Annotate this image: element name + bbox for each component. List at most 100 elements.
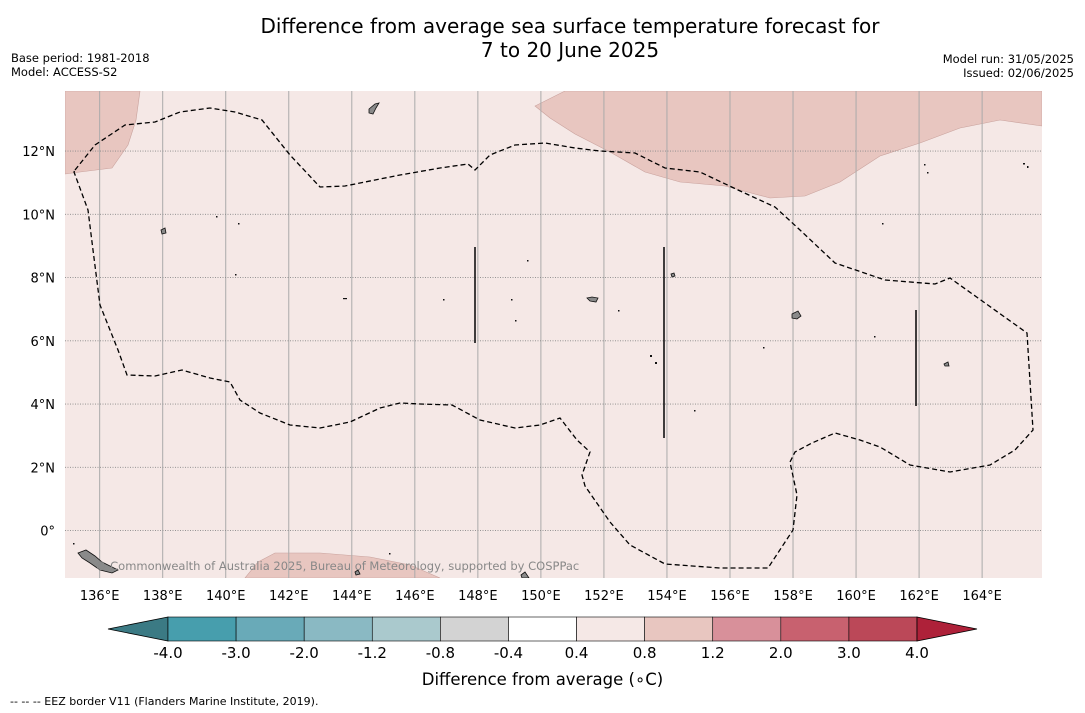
longitude-axis-labels: 136°E 138°E 140°E 142°E 144°E 146°E 148°E 150°E… [80, 589, 1002, 604]
islet [882, 223, 884, 225]
warm-anomaly-region-northwest [65, 91, 141, 175]
colorbar-swatch [303, 616, 373, 642]
colorbar-swatch [371, 616, 441, 642]
colorbar [107, 616, 978, 642]
latitude-label: 4°N [31, 398, 56, 413]
islet [235, 274, 237, 276]
colorbar-swatch [440, 616, 509, 642]
run-info: Model run: 31/05/2025 Issued: 02/06/2025 [943, 52, 1074, 80]
islet [511, 299, 513, 301]
colorbar-tick-label: 3.0 [837, 644, 861, 662]
islet [650, 355, 652, 357]
warm-anomaly-region-northeast [534, 91, 1042, 199]
longitude-label: 152°E [584, 589, 624, 604]
longitude-label: 156°E [710, 589, 750, 604]
latitude-grid [65, 150, 1042, 531]
base-period: Base period: 1981-2018 [11, 51, 150, 65]
latitude-label: 8°N [31, 272, 56, 287]
latitude-label: 0° [40, 525, 55, 540]
longitude-label: 160°E [836, 589, 876, 604]
islet [655, 362, 657, 364]
islet [343, 298, 347, 300]
islet [238, 223, 240, 225]
longitude-label: 158°E [773, 589, 813, 604]
longitude-label: 150°E [521, 589, 561, 604]
longitude-label: 164°E [962, 589, 1002, 604]
colorbar-tick-label: -4.0 [153, 644, 182, 662]
island [354, 569, 361, 576]
islet [924, 164, 926, 166]
longitude-label: 140°E [206, 589, 246, 604]
islet [618, 310, 620, 312]
longitude-label: 154°E [647, 589, 687, 604]
longitude-label: 136°E [80, 589, 120, 604]
eez-footnote: -- -- -- EEZ border V11 (Flanders Marine… [10, 695, 319, 708]
islet [527, 260, 529, 262]
colorbar-tick-label: 2.0 [769, 644, 793, 662]
island [368, 102, 380, 115]
longitude-label: 146°E [395, 589, 435, 604]
colorbar-tick-label: -2.0 [290, 644, 319, 662]
chart-title: Difference from average sea surface temp… [0, 14, 1085, 62]
island [77, 549, 119, 574]
latitude-label: 6°N [31, 335, 56, 350]
longitude-label: 148°E [458, 589, 498, 604]
model-info: Base period: 1981-2018 Model: ACCESS-S2 [11, 51, 150, 79]
colorbar-tick-label: -3.0 [221, 644, 250, 662]
colorbar-swatch [167, 616, 237, 642]
colorbar-swatch [644, 616, 714, 642]
colorbar-tick-label: 0.8 [633, 644, 657, 662]
islet [515, 320, 517, 322]
islet [389, 553, 391, 555]
colorbar-swatch [576, 616, 645, 642]
colorbar-swatch [780, 616, 850, 642]
latitude-label: 10°N [22, 208, 55, 223]
islet [443, 299, 445, 301]
island [586, 296, 599, 303]
islet [73, 543, 75, 545]
colorbar-title: Difference from average (∘C) [0, 670, 1085, 689]
title-line-2: 7 to 20 June 2025 [480, 38, 660, 62]
colorbar-swatch [712, 616, 782, 642]
issued-date: Issued: 02/06/2025 [963, 66, 1074, 80]
colorbar-swatch [848, 616, 918, 642]
longitude-label: 138°E [143, 589, 183, 604]
warm-anomaly-region-south [244, 552, 441, 578]
longitude-label: 144°E [332, 589, 372, 604]
islet [927, 172, 929, 174]
islet [874, 336, 876, 338]
colorbar-swatch [508, 616, 577, 642]
colorbar-extend-high [916, 616, 978, 642]
islands [77, 102, 950, 578]
latitude-label: 12°N [22, 145, 55, 160]
colorbar-tick-label: 0.4 [565, 644, 589, 662]
small-islets [73, 163, 1029, 555]
colorbar-tick-label: 1.2 [701, 644, 725, 662]
longitude-label: 162°E [899, 589, 939, 604]
islet [694, 410, 696, 412]
islet [1023, 163, 1025, 165]
islet [1027, 166, 1029, 168]
island [520, 571, 530, 578]
island [943, 361, 950, 367]
longitude-grid [99, 91, 983, 578]
title-line-1: Difference from average sea surface temp… [260, 14, 880, 38]
colorbar-tick-label: -1.2 [358, 644, 387, 662]
colorbar-title-unit: ∘C) [634, 670, 664, 689]
colorbar-tick-labels: -4.0 -3.0 -2.0 -1.2 -0.8 -0.4 0.4 0.8 1.2 2.0 3.0 4… [153, 644, 929, 662]
island [791, 310, 802, 320]
colorbar-title-text: Difference from average ( [421, 670, 635, 689]
anomaly-background-region [65, 91, 1042, 578]
colorbar-tick-label: 4.0 [905, 644, 929, 662]
latitude-label: 2°N [31, 461, 56, 476]
colorbar-extend-low [107, 616, 169, 642]
attribution-text: © Commonwealth of Australia 2025, Bureau… [95, 559, 579, 573]
longitude-label: 142°E [269, 589, 309, 604]
islet [763, 347, 765, 349]
island [670, 272, 676, 278]
colorbar-tick-label: -0.4 [494, 644, 523, 662]
colorbar-tick-label: -0.8 [426, 644, 455, 662]
model-name: Model: ACCESS-S2 [11, 65, 118, 79]
latitude-axis-labels: 12°N 10°N 8°N 6°N 4°N 2°N 0° [22, 145, 55, 539]
